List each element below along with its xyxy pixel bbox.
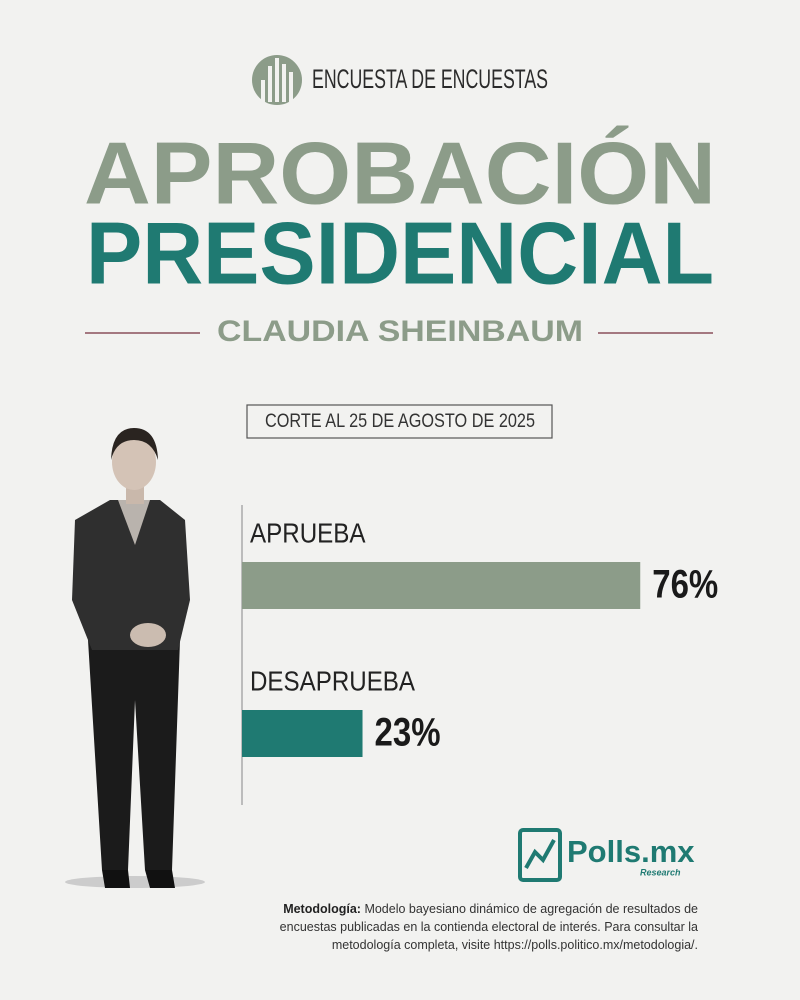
subtitle: CLAUDIA SHEINBAUM <box>217 315 583 348</box>
date-box <box>246 404 553 439</box>
value-label: 76% <box>652 563 718 607</box>
category-label: DESAPRUEBA <box>250 665 415 696</box>
kicker-icon <box>252 55 302 105</box>
date-note: CORTE AL 25 DE AGOSTO DE 2025 <box>265 411 535 432</box>
brand: Polls.mx <box>567 834 695 869</box>
category-label: APRUEBA <box>250 517 366 548</box>
bar <box>242 562 641 609</box>
methodology-label: Metodología: <box>283 902 361 916</box>
brand-tagline: Research <box>640 867 681 877</box>
bar <box>242 710 363 757</box>
portrait <box>65 428 205 888</box>
value-label: 23% <box>375 711 441 755</box>
kicker: ENCUESTA DE ENCUESTAS <box>312 64 548 94</box>
methodology: Metodología: Modelo bayesiano dinámico d… <box>255 900 698 954</box>
title-line: APROBACIÓN <box>84 123 716 222</box>
brand-logo <box>518 828 562 882</box>
methodology-text: Modelo bayesiano dinámico de agregación … <box>279 902 698 952</box>
title-line: PRESIDENCIAL <box>86 203 714 302</box>
